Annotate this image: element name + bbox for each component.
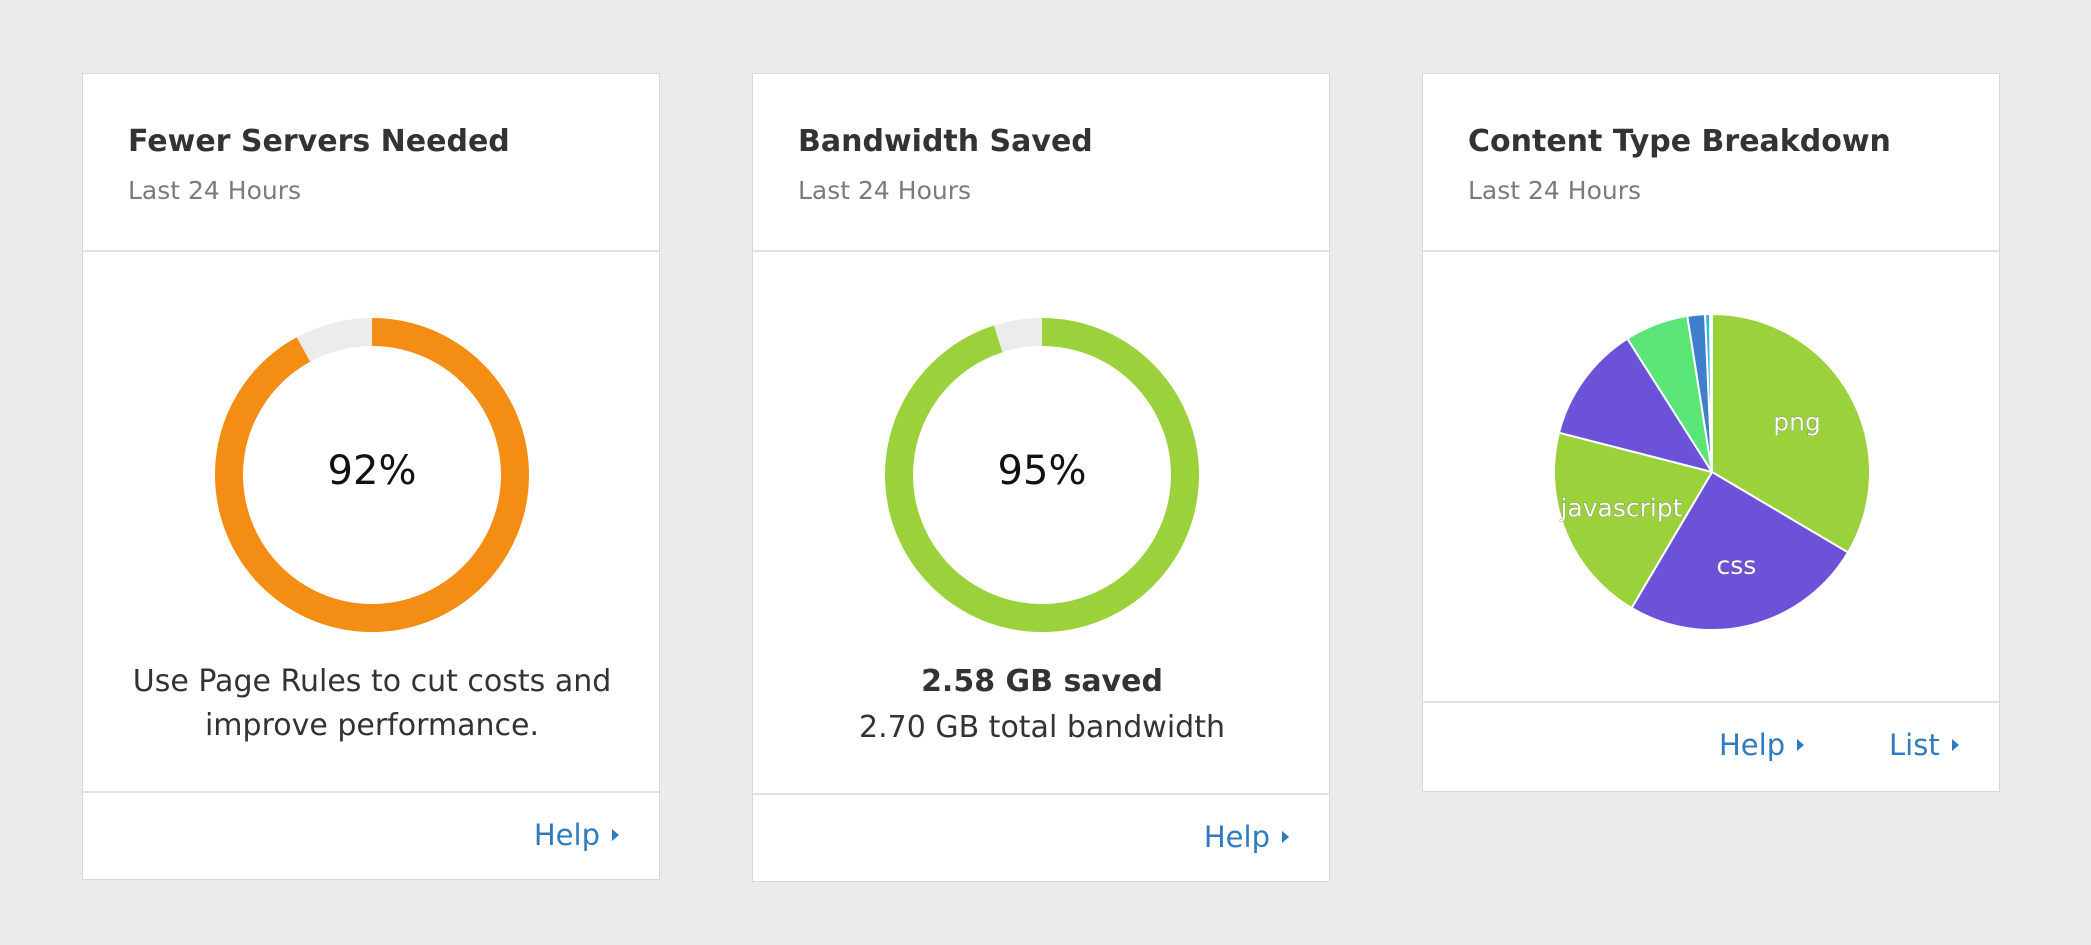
- card-footer: Help: [753, 793, 1329, 881]
- saved-amount: 2.58 GB saved: [921, 664, 1163, 699]
- card-title: Bandwidth Saved: [798, 124, 1093, 159]
- card-title: Content Type Breakdown: [1468, 124, 1891, 159]
- card-title: Fewer Servers Needed: [128, 124, 510, 159]
- card-footer: Help List: [1423, 701, 1999, 791]
- pie-slice-css[interactable]: [1630, 470, 1850, 631]
- bandwidth-donut-chart: 95%: [882, 315, 1202, 635]
- help-link-label: Help: [533, 818, 600, 852]
- donut-value: 95%: [997, 448, 1087, 494]
- donut-fill: [885, 318, 1199, 632]
- content-type-pie-chart: png css javascript: [1553, 312, 1871, 631]
- servers-donut-chart: 92%: [212, 315, 532, 635]
- pie-label-javascript: javascript: [1559, 493, 1682, 522]
- pie-slice[interactable]: [1557, 337, 1715, 474]
- help-link-label: Help: [1719, 728, 1786, 762]
- caret-right-icon: [612, 829, 619, 841]
- pie-label-png: png: [1773, 407, 1821, 436]
- card-fewer-servers: Fewer Servers Needed Last 24 Hours 92% U…: [82, 73, 660, 880]
- caret-right-icon: [1951, 739, 1959, 751]
- list-link-label: List: [1889, 728, 1940, 762]
- help-link[interactable]: Help: [1719, 728, 1805, 762]
- card-header: Content Type Breakdown Last 24 Hours: [1423, 74, 1999, 252]
- card-subtitle: Last 24 Hours: [798, 176, 972, 205]
- card-footer: Help: [83, 791, 659, 879]
- card-header: Bandwidth Saved Last 24 Hours: [753, 74, 1329, 252]
- donut-svg: [885, 318, 1199, 632]
- help-link[interactable]: Help: [534, 818, 619, 852]
- card-header: Fewer Servers Needed Last 24 Hours: [83, 74, 659, 252]
- pie-slice-javascript[interactable]: [1553, 431, 1714, 610]
- card-subtitle: Last 24 Hours: [1468, 176, 1642, 205]
- pie-label-css: css: [1716, 551, 1756, 580]
- total-bandwidth: 2.70 GB total bandwidth: [858, 710, 1225, 745]
- pie-slice[interactable]: [1709, 312, 1713, 473]
- donut-fill: [215, 318, 529, 632]
- caret-right-icon: [1282, 831, 1289, 843]
- card-bandwidth-saved: Bandwidth Saved Last 24 Hours 95% 2.58 G…: [752, 73, 1330, 882]
- help-link-label: Help: [1203, 820, 1270, 854]
- card-subtitle: Last 24 Hours: [128, 176, 302, 205]
- help-link[interactable]: Help: [1204, 820, 1289, 854]
- page-rules-message: Use Page Rules to cut costs and improve …: [132, 664, 612, 743]
- card-content-type: Content Type Breakdown Last 24 Hours png…: [1422, 73, 2000, 792]
- pie-slice-png[interactable]: [1711, 312, 1871, 554]
- list-link[interactable]: List: [1889, 728, 1959, 762]
- donut-value: 92%: [327, 448, 417, 494]
- caret-right-icon: [1797, 739, 1805, 751]
- donut-svg: [215, 318, 529, 632]
